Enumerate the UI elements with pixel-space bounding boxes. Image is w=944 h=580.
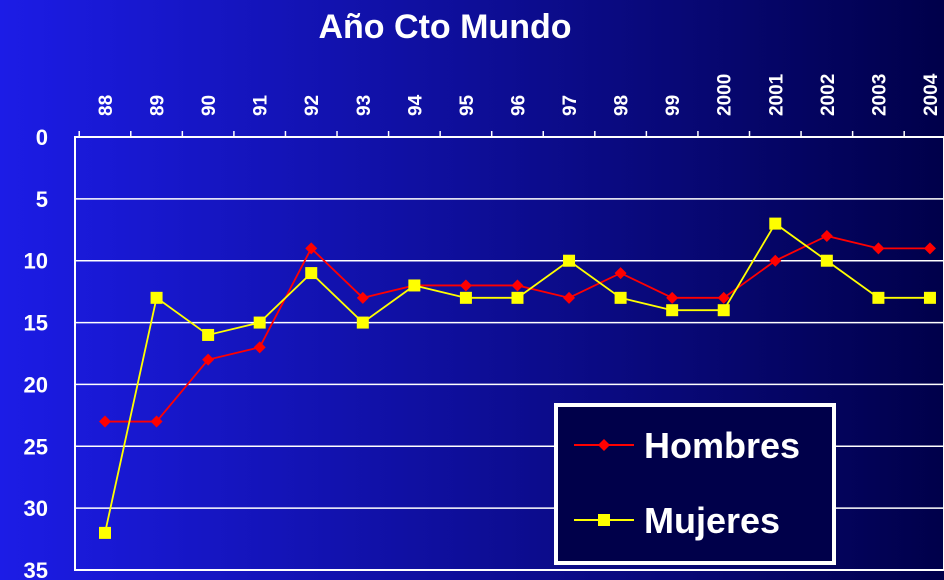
x-tick-label: 93 (354, 95, 375, 116)
y-tick-label: 10 (24, 249, 48, 274)
marker (872, 242, 885, 255)
marker (408, 279, 421, 292)
marker (511, 291, 524, 304)
y-tick-label: 15 (24, 311, 48, 336)
marker (923, 242, 936, 255)
x-tick-label: 2003 (869, 74, 890, 116)
x-tick-label: 88 (96, 95, 117, 116)
y-tick-label: 30 (24, 496, 48, 521)
y-tick-label: 0 (36, 125, 48, 150)
y-tick-label: 25 (24, 434, 48, 459)
marker (666, 291, 679, 304)
marker (872, 291, 885, 304)
legend-box (554, 403, 836, 565)
x-tick-label: 96 (508, 95, 529, 116)
x-tick-label: 2002 (818, 74, 839, 116)
marker (305, 267, 318, 280)
legend-label: Mujeres (644, 500, 780, 541)
marker (511, 279, 524, 292)
marker (717, 291, 730, 304)
marker (202, 353, 215, 366)
marker (666, 304, 679, 317)
marker (717, 304, 730, 317)
x-tick-label: 2001 (766, 73, 787, 116)
marker (99, 415, 111, 428)
marker (820, 229, 833, 242)
y-tick-label: 35 (24, 558, 48, 580)
x-tick-label: 98 (612, 95, 633, 116)
marker (563, 254, 576, 267)
x-tick-label: 2000 (715, 74, 736, 116)
marker (253, 341, 266, 354)
marker (459, 291, 472, 304)
marker (614, 267, 627, 280)
marker (356, 316, 369, 329)
marker (820, 254, 833, 267)
marker (598, 439, 610, 451)
marker (769, 217, 782, 230)
x-tick-label: 89 (148, 95, 169, 116)
marker (769, 254, 782, 267)
marker (202, 328, 215, 341)
marker (253, 316, 266, 329)
chart-title: Año Cto Mundo (318, 8, 571, 46)
x-tick-label: 91 (251, 94, 272, 116)
marker (150, 291, 163, 304)
marker (305, 242, 318, 255)
x-tick-label: 2004 (921, 73, 942, 116)
marker (614, 291, 627, 304)
marker (99, 526, 111, 539)
x-tick-label: 90 (199, 95, 220, 116)
marker (923, 291, 936, 304)
marker (459, 279, 472, 292)
marker (563, 291, 576, 304)
x-tick-label: 99 (663, 95, 684, 116)
marker (356, 291, 369, 304)
x-tick-label: 92 (302, 95, 323, 116)
x-tick-label: 95 (457, 94, 478, 116)
marker (150, 415, 163, 428)
y-tick-label: 5 (36, 187, 48, 212)
legend-label: Hombres (644, 425, 800, 466)
x-tick-label: 94 (405, 94, 426, 116)
x-tick-label: 97 (560, 95, 581, 116)
marker (598, 514, 610, 526)
y-tick-label: 20 (24, 372, 48, 397)
